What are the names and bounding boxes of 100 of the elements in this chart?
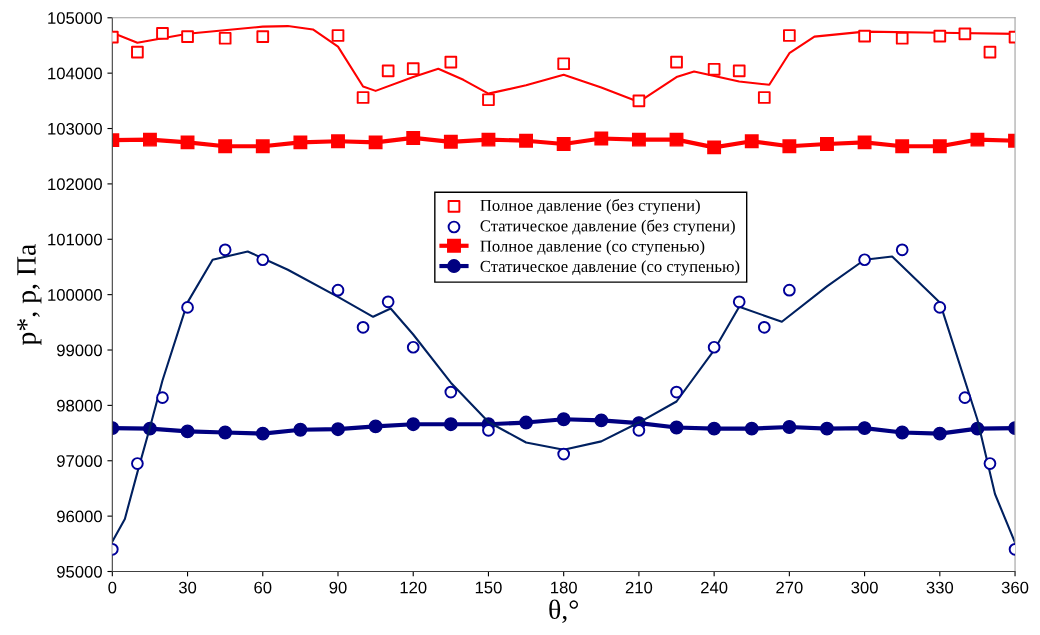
point	[783, 283, 796, 297]
point	[142, 132, 157, 147]
point	[594, 131, 609, 146]
point	[331, 283, 345, 297]
y-tick-label: 97000	[57, 455, 102, 467]
point	[757, 320, 771, 334]
point	[180, 424, 195, 439]
y-tick-label: 99000	[57, 344, 102, 357]
point	[255, 426, 270, 441]
point	[669, 132, 684, 147]
point	[444, 55, 458, 69]
point	[632, 423, 646, 437]
point	[594, 413, 609, 428]
point	[895, 425, 910, 440]
point	[218, 139, 233, 154]
y-tick-label: 98000	[57, 399, 102, 412]
point	[331, 422, 345, 437]
point	[983, 45, 997, 59]
legend-label: Статическое давление (без ступени)	[480, 219, 735, 235]
point	[443, 134, 458, 149]
x-tick-label: 240	[701, 581, 728, 594]
point	[256, 30, 270, 43]
point	[293, 422, 308, 437]
point	[482, 423, 495, 437]
point	[218, 31, 232, 45]
point	[406, 340, 420, 354]
point	[406, 62, 420, 76]
point	[556, 412, 571, 427]
point	[331, 134, 345, 149]
point	[556, 137, 571, 151]
y-tick-label: 95000	[57, 565, 102, 578]
point	[557, 447, 571, 461]
point	[406, 130, 421, 145]
point	[632, 94, 646, 108]
point	[331, 29, 345, 42]
x-tick-label: 30	[178, 581, 197, 594]
point	[744, 421, 759, 436]
y-tick-label: 102000	[48, 178, 102, 191]
point	[156, 391, 169, 404]
point	[782, 139, 797, 154]
point	[368, 135, 383, 150]
point	[958, 391, 972, 404]
point	[932, 139, 947, 154]
point	[356, 320, 370, 334]
x-axis-title: θ,°	[549, 599, 578, 624]
point	[820, 421, 834, 436]
point	[406, 417, 421, 432]
x-tick-label: 60	[254, 581, 272, 594]
point	[181, 301, 194, 314]
x-tick-label: 360	[1001, 581, 1029, 594]
point	[481, 132, 496, 147]
point	[983, 457, 997, 470]
point	[444, 385, 458, 399]
x-tick-label: 270	[776, 581, 803, 594]
point	[670, 385, 683, 399]
point	[557, 57, 571, 71]
point	[131, 45, 144, 59]
point	[707, 421, 722, 436]
point	[519, 415, 534, 430]
point	[744, 134, 759, 149]
y-tick-label: 105000	[48, 12, 102, 24]
point	[820, 137, 834, 151]
point	[707, 340, 721, 354]
x-tick-label: 0	[108, 581, 117, 594]
point	[180, 135, 195, 150]
x-tick-label: 330	[926, 581, 954, 594]
point	[757, 91, 771, 104]
y-tick-label: 100000	[48, 289, 102, 301]
point	[293, 135, 308, 150]
legend-label: Статическое давление (со ступенью)	[480, 260, 740, 276]
point	[482, 93, 495, 107]
x-tick-label: 120	[400, 581, 427, 594]
point	[381, 64, 395, 78]
point	[181, 30, 194, 43]
y-tick-label: 101000	[48, 233, 102, 246]
point	[932, 426, 947, 441]
point	[519, 133, 534, 148]
x-tick-label: 210	[625, 581, 653, 594]
point	[933, 301, 947, 314]
point	[707, 140, 722, 155]
point	[631, 132, 646, 147]
point	[356, 91, 370, 104]
point	[732, 64, 746, 78]
point	[255, 139, 270, 154]
point	[381, 295, 395, 309]
point	[783, 29, 796, 42]
point	[858, 253, 871, 267]
point	[131, 457, 144, 470]
point	[707, 62, 721, 76]
point	[858, 29, 871, 43]
x-tick-label: 180	[551, 581, 577, 594]
point	[970, 132, 985, 147]
point	[156, 26, 169, 40]
legend-label: Полное давление (без ступени)	[480, 198, 700, 215]
point	[857, 421, 872, 436]
point	[895, 139, 910, 154]
point	[256, 253, 270, 267]
point	[895, 243, 909, 257]
y-tick-label: 103000	[48, 122, 102, 135]
point	[443, 417, 458, 432]
